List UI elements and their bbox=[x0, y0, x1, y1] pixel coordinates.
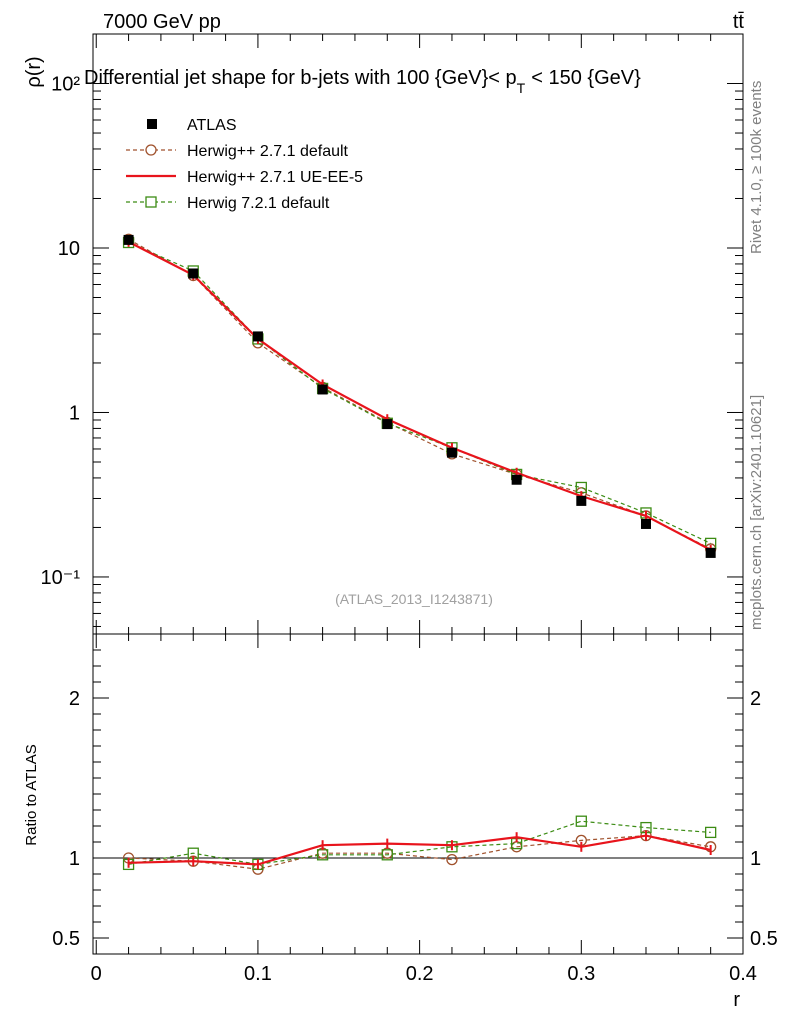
legend-marker-herwig-2-7-1-default bbox=[145, 144, 157, 156]
data-point-atlas bbox=[576, 495, 587, 506]
ratio-line-herwig-2-7-1-ue-ee-5 bbox=[128, 834, 711, 866]
y-axis-title-main: ρ(r) bbox=[23, 56, 45, 87]
y-tick-label-main: 10² bbox=[51, 74, 80, 96]
y-tick-label-ratio: 0.5 bbox=[52, 928, 80, 950]
chart-title: Differential jet shape for b-jets with 1… bbox=[84, 67, 641, 96]
y-tick-label-ratio-right: 1 bbox=[750, 848, 761, 870]
data-point-atlas bbox=[188, 268, 199, 279]
ratio-series-herwig-2-7-1-default bbox=[122, 829, 717, 875]
series-line-herwig-2-7-1-ue-ee-5 bbox=[128, 240, 712, 551]
y-tick-label-main: 1 bbox=[69, 402, 80, 424]
process-label: tt̄ bbox=[733, 11, 745, 33]
y-tick-label-main: 10 bbox=[58, 238, 80, 260]
legend: ATLAS Herwig++ 2.7.1 default Herwig++ 2.7.… bbox=[126, 117, 363, 212]
legend-label-herwig-7-2-1-default: Herwig 7.2.1 default bbox=[187, 195, 330, 212]
analysis-id: (ATLAS_2013_I1243871) bbox=[335, 591, 493, 607]
axis-tick-labels: 0 0.1 0.2 0.3 0.4 10⁻¹ 1 10 10² 0.5 0.5 1 1 2 2 bbox=[41, 74, 778, 985]
axis-ticks bbox=[93, 33, 744, 954]
energy-label: 7000 GeV pp bbox=[103, 11, 221, 33]
data-point-atlas bbox=[382, 419, 393, 430]
y-tick-label-ratio-right: 0.5 bbox=[750, 928, 778, 950]
series-herwig-2-7-1-ue-ee-5 bbox=[127, 236, 712, 555]
chart-title-main: Differential jet shape for b-jets with 1… bbox=[84, 67, 517, 89]
chart-title-sub: T bbox=[517, 80, 526, 96]
x-axis-title: r bbox=[733, 989, 740, 1011]
ratio-line-herwig-7-2-1-default bbox=[128, 820, 711, 866]
x-tick-label: 0 bbox=[91, 963, 102, 985]
ratio-line-herwig-2-7-1-default bbox=[128, 834, 711, 870]
mcplots-source-label: mcplots.cern.ch [arXiv:2401.10621] bbox=[748, 395, 765, 630]
series-herwig-2-7-1-default bbox=[122, 233, 717, 555]
legend-marker-herwig-7-2-1-default bbox=[145, 196, 157, 208]
y-tick-label-ratio: 2 bbox=[69, 688, 80, 710]
ratio-point-herwig-7-2-1-default bbox=[381, 849, 393, 861]
data-point-atlas bbox=[446, 447, 457, 458]
y-tick-label-ratio: 1 bbox=[69, 848, 80, 870]
data-point-atlas bbox=[317, 384, 328, 395]
legend-label-herwig-2-7-1-ue-ee-5: Herwig++ 2.7.1 UE-EE-5 bbox=[187, 169, 363, 186]
y-axis-title-ratio: Ratio to ATLAS bbox=[23, 744, 40, 845]
data-point-atlas bbox=[123, 234, 134, 245]
rivet-version-label: Rivet 4.1.0, ≥ 100k events bbox=[748, 81, 765, 254]
x-tick-label: 0.4 bbox=[729, 963, 757, 985]
ratio-point-herwig-7-2-1-default bbox=[705, 826, 717, 839]
x-tick-label: 0.1 bbox=[244, 963, 272, 985]
x-tick-label: 0.2 bbox=[406, 963, 434, 985]
legend-label-herwig-2-7-1-default: Herwig++ 2.7.1 default bbox=[187, 143, 349, 160]
x-tick-label: 0.3 bbox=[567, 963, 595, 985]
data-point-atlas bbox=[252, 331, 263, 342]
data-point-atlas bbox=[705, 547, 716, 558]
ratio-point-herwig-2-7-1-default bbox=[446, 853, 458, 866]
series-atlas bbox=[123, 234, 716, 558]
ratio-plot-frame bbox=[92, 633, 744, 955]
chart-title-end: < 150 {GeV} bbox=[531, 67, 641, 89]
y-tick-label-ratio-right: 2 bbox=[750, 688, 761, 710]
ratio-series-herwig-2-7-1-ue-ee-5 bbox=[127, 830, 712, 870]
series-herwig-7-2-1-default bbox=[122, 236, 717, 550]
data-point-atlas bbox=[511, 474, 522, 485]
y-tick-label-main: 10⁻¹ bbox=[41, 567, 81, 589]
series-line-herwig-7-2-1-default bbox=[128, 241, 711, 544]
ratio-point-herwig-7-2-1-default bbox=[575, 815, 587, 827]
main-plot-series bbox=[122, 233, 717, 558]
ratio-plot-series bbox=[122, 815, 717, 875]
data-point-atlas bbox=[640, 518, 651, 529]
legend-label-atlas: ATLAS bbox=[187, 117, 237, 134]
series-line-herwig-2-7-1-default bbox=[128, 238, 711, 550]
legend-marker-atlas bbox=[147, 119, 157, 129]
